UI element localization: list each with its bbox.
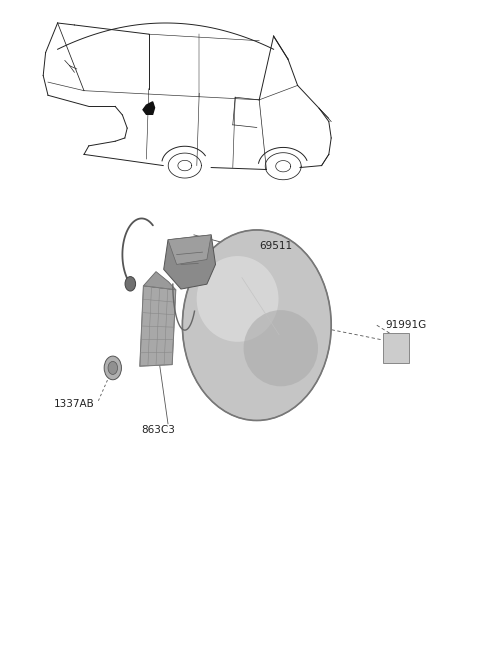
Text: 91991G: 91991G: [385, 320, 426, 330]
Text: 863C3: 863C3: [142, 425, 175, 436]
Polygon shape: [140, 286, 176, 366]
Ellipse shape: [182, 230, 331, 420]
Ellipse shape: [104, 356, 121, 380]
Ellipse shape: [125, 277, 135, 291]
Text: 69511: 69511: [259, 241, 293, 252]
Polygon shape: [164, 235, 216, 289]
Polygon shape: [168, 235, 211, 265]
FancyBboxPatch shape: [383, 334, 409, 363]
Ellipse shape: [108, 361, 118, 374]
Polygon shape: [143, 102, 155, 114]
Ellipse shape: [197, 256, 278, 342]
Text: 1337AB: 1337AB: [54, 399, 95, 409]
Ellipse shape: [244, 310, 318, 386]
Polygon shape: [144, 271, 176, 290]
